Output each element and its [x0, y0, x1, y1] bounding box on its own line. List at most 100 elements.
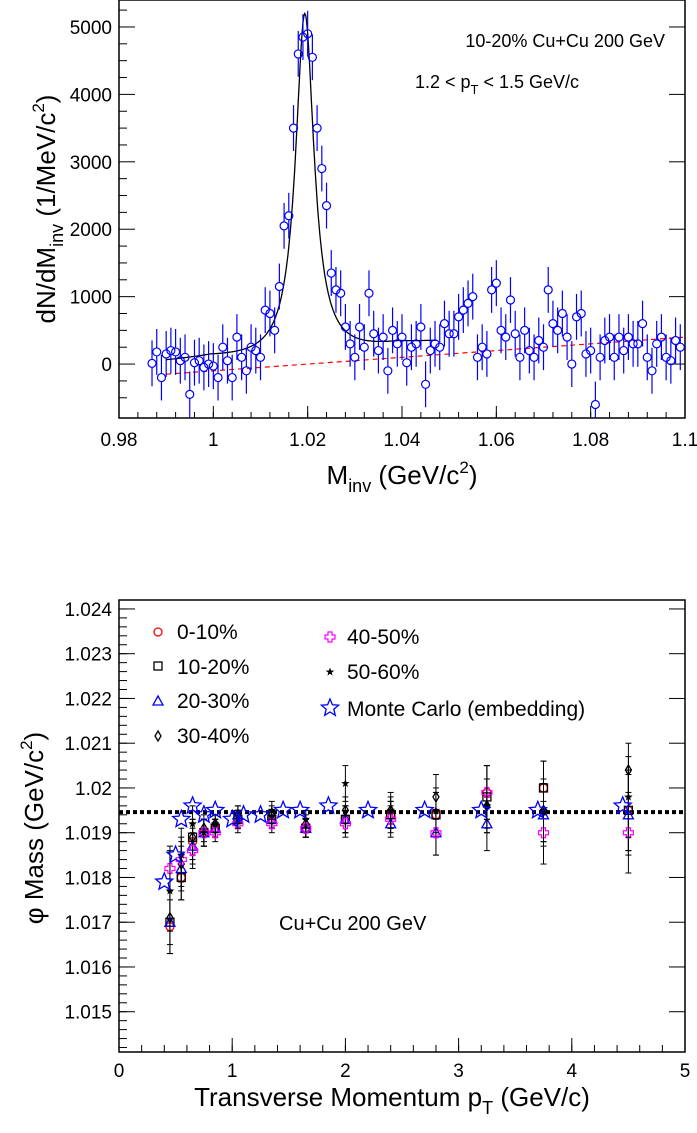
- marker-star-small: [624, 792, 633, 801]
- marker: [279, 221, 289, 231]
- legend-label-monte-carlo: Monte Carlo (embedding): [347, 698, 585, 721]
- y-tick-label: 1.017: [64, 913, 112, 934]
- data-point: [392, 320, 402, 367]
- plot1-annotation-system: 10-20% Cu+Cu 200 GeV: [465, 31, 665, 51]
- legend-label-40-50: 40-50%: [347, 626, 419, 649]
- data-point: [435, 324, 445, 371]
- marker-plus: [339, 818, 351, 830]
- y-tick-label: 0: [101, 355, 112, 376]
- marker-plus: [622, 827, 634, 839]
- x-tick-label: 0.98: [101, 430, 138, 451]
- data-point: [463, 280, 473, 327]
- y-tick-label: 1000: [70, 288, 112, 309]
- marker: [208, 361, 218, 371]
- marker: [590, 399, 600, 410]
- x-tick-label: 5: [680, 1061, 691, 1082]
- legend-markers: [151, 627, 341, 743]
- marker-open-star: [154, 871, 175, 891]
- marker: [350, 352, 360, 362]
- data-point: [458, 287, 468, 334]
- marker: [265, 308, 275, 319]
- invariant-mass-data-points: [147, 10, 685, 418]
- marker: [383, 366, 393, 376]
- marker: [562, 332, 572, 342]
- marker: [628, 339, 638, 349]
- marker-star-small: [165, 886, 175, 895]
- plot2-frame: [118, 599, 686, 1053]
- data-point: [420, 361, 431, 408]
- marker-plus: [537, 827, 550, 839]
- x-tick-label: 4: [567, 1061, 578, 1082]
- marker: [472, 352, 483, 362]
- marker: [336, 288, 346, 298]
- y-tick-label: 1.02: [75, 779, 112, 800]
- marker-star-small: [188, 819, 197, 828]
- data-point: [491, 260, 501, 307]
- data-point: [510, 310, 520, 357]
- x-tick-label: 1: [208, 430, 219, 451]
- plot2-axis-ticks: [118, 608, 686, 1052]
- marker-star-small: [267, 805, 277, 814]
- marker-star-small: [199, 828, 209, 837]
- plot1-annotation-pt-sub: T: [471, 82, 479, 97]
- x-tick-label: 1.06: [478, 430, 515, 451]
- marker: [222, 356, 233, 366]
- data-point: [185, 371, 195, 418]
- marker: [345, 339, 355, 349]
- data-point: [553, 307, 563, 354]
- data-point: [251, 327, 261, 374]
- data-point: [340, 304, 350, 350]
- marker: [510, 329, 520, 339]
- data-point: [307, 34, 317, 81]
- plot2-annotation: Cu+Cu 200 GeV: [279, 913, 427, 935]
- y-tick-label: 3000: [70, 153, 112, 174]
- legend-label-0-10: 0-10%: [177, 621, 238, 644]
- y-tick-label: 1.019: [64, 824, 112, 845]
- marker: [387, 325, 398, 335]
- x-tick-label: 1: [227, 1061, 238, 1082]
- y-tick-label: 5000: [70, 18, 112, 39]
- data-point: [218, 324, 228, 371]
- data-point: [237, 334, 247, 381]
- marker: [307, 52, 317, 62]
- data-point: [623, 314, 634, 361]
- marker: [670, 335, 681, 346]
- marker-square: [153, 661, 163, 671]
- data-point: [293, 31, 303, 77]
- x-tick-label: 2: [340, 1061, 351, 1082]
- data-point: [642, 334, 652, 381]
- marker-open-star: [221, 808, 243, 828]
- marker: [515, 352, 525, 362]
- data-point: [567, 341, 577, 387]
- data-point: [317, 145, 327, 192]
- data-point: [534, 317, 544, 364]
- data-point: [265, 290, 275, 337]
- marker: [482, 349, 492, 359]
- marker-plus: [324, 631, 336, 643]
- marker-open-star: [357, 799, 379, 820]
- data-point: [590, 381, 600, 418]
- data-point: [661, 334, 671, 381]
- marker: [152, 347, 162, 357]
- marker: [487, 285, 497, 295]
- marker: [373, 345, 384, 356]
- data-point: [222, 337, 233, 384]
- data-point: [524, 327, 534, 374]
- marker: [501, 332, 511, 342]
- marker: [293, 49, 303, 59]
- data-point: [482, 331, 492, 377]
- data-point: [194, 337, 204, 384]
- marker-open-star: [471, 799, 492, 820]
- marker: [180, 352, 190, 362]
- plot2-y-tick-labels: 1.015 1.016 1.017 1.018 1.019 1.02 1.021 1.022 1…: [64, 600, 112, 1024]
- data-point: [397, 314, 407, 361]
- marker: [642, 352, 652, 362]
- data-point: [614, 314, 624, 361]
- data-point: [604, 314, 615, 361]
- x-tick-label: 0: [114, 1061, 125, 1082]
- data-point: [279, 202, 289, 249]
- marker: [411, 339, 421, 349]
- marker: [439, 319, 450, 329]
- marker: [609, 352, 619, 362]
- plot2-x-tick-labels: 0 1 2 3 4 5: [114, 1061, 691, 1082]
